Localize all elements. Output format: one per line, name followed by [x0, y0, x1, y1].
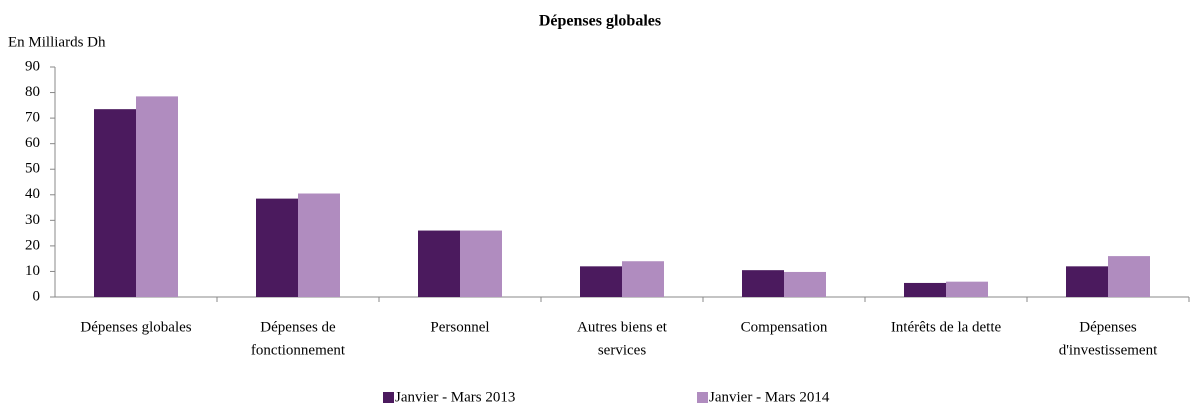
bar [784, 271, 826, 297]
bar [580, 266, 622, 297]
y-tick-label: 10 [25, 263, 40, 279]
y-tick-label: 70 [25, 110, 40, 126]
y-tick-label: 60 [25, 135, 40, 151]
bar [460, 230, 502, 297]
bar [418, 230, 460, 297]
bar [94, 109, 136, 298]
x-tick-label: fonctionnement [251, 342, 346, 358]
bar [904, 282, 946, 297]
y-tick-label: 80 [25, 84, 40, 100]
legend-swatch [383, 392, 394, 403]
y-tick-label: 20 [25, 237, 40, 253]
bar [256, 198, 298, 297]
y-tick-label: 90 [25, 58, 40, 74]
x-tick-label: Autres biens et [577, 319, 668, 335]
x-tick-label: Intérêts de la dette [891, 319, 1002, 335]
legend-label: Janvier - Mars 2014 [709, 389, 830, 405]
x-tick-label: Dépenses de [260, 319, 336, 335]
legend-label: Janvier - Mars 2013 [395, 389, 515, 405]
legend-swatch [697, 392, 708, 403]
y-tick-label: 30 [25, 212, 40, 228]
y-tick-label: 0 [33, 288, 41, 304]
x-tick-label: services [598, 342, 646, 358]
bar [946, 281, 988, 297]
y-tick-label: 40 [25, 186, 40, 202]
x-tick-label: Compensation [741, 319, 828, 335]
y-axis-label: En Milliards Dh [8, 34, 106, 50]
y-tick-label: 50 [25, 161, 40, 177]
bar [1108, 256, 1150, 297]
x-tick-label: Dépenses globales [80, 319, 191, 335]
x-tick-label: Personnel [430, 319, 489, 335]
x-tick-label: Dépenses [1079, 319, 1137, 335]
x-tick-label: d'investissement [1059, 342, 1158, 358]
bar [622, 261, 664, 297]
bar [298, 193, 340, 297]
chart-title: Dépenses globales [539, 13, 661, 30]
bar [136, 96, 178, 297]
bar [742, 270, 784, 297]
bar [1066, 266, 1108, 297]
